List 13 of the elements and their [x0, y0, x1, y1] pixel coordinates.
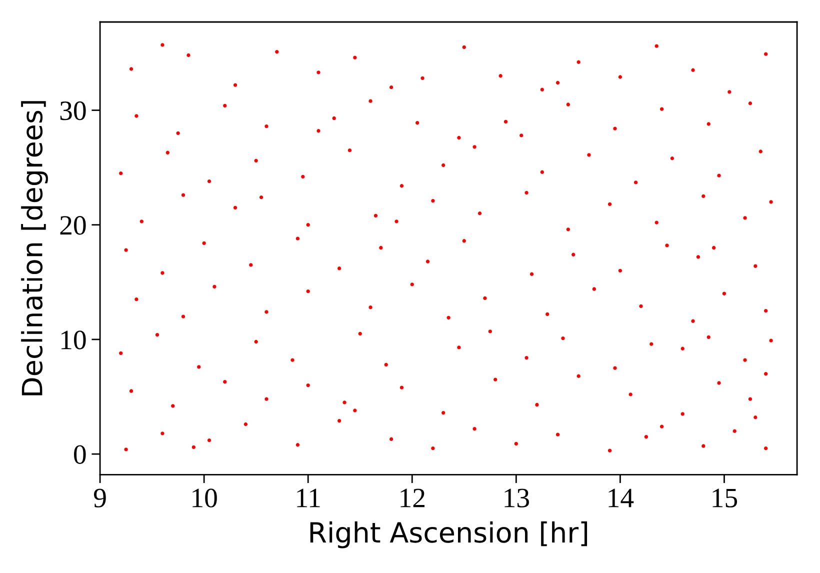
x-tick-label: 14: [608, 488, 634, 508]
x-tick-label: 11: [297, 488, 320, 508]
x-tick-label: 12: [400, 488, 424, 508]
y-axis-title: Declination [degrees]: [21, 101, 48, 396]
y-tick-label: 0: [74, 445, 86, 464]
x-tick-label: 13: [504, 488, 529, 508]
x-tick-label: 9: [94, 488, 106, 508]
y-tick-label: 30: [60, 101, 86, 120]
y-tick-label: 10: [62, 330, 86, 350]
x-axis-title: Right Ascension [hr]: [310, 521, 588, 548]
x-tick-label: 15: [712, 488, 738, 508]
x-tick-label: 10: [192, 488, 217, 508]
y-tick-label: 20: [60, 216, 86, 235]
